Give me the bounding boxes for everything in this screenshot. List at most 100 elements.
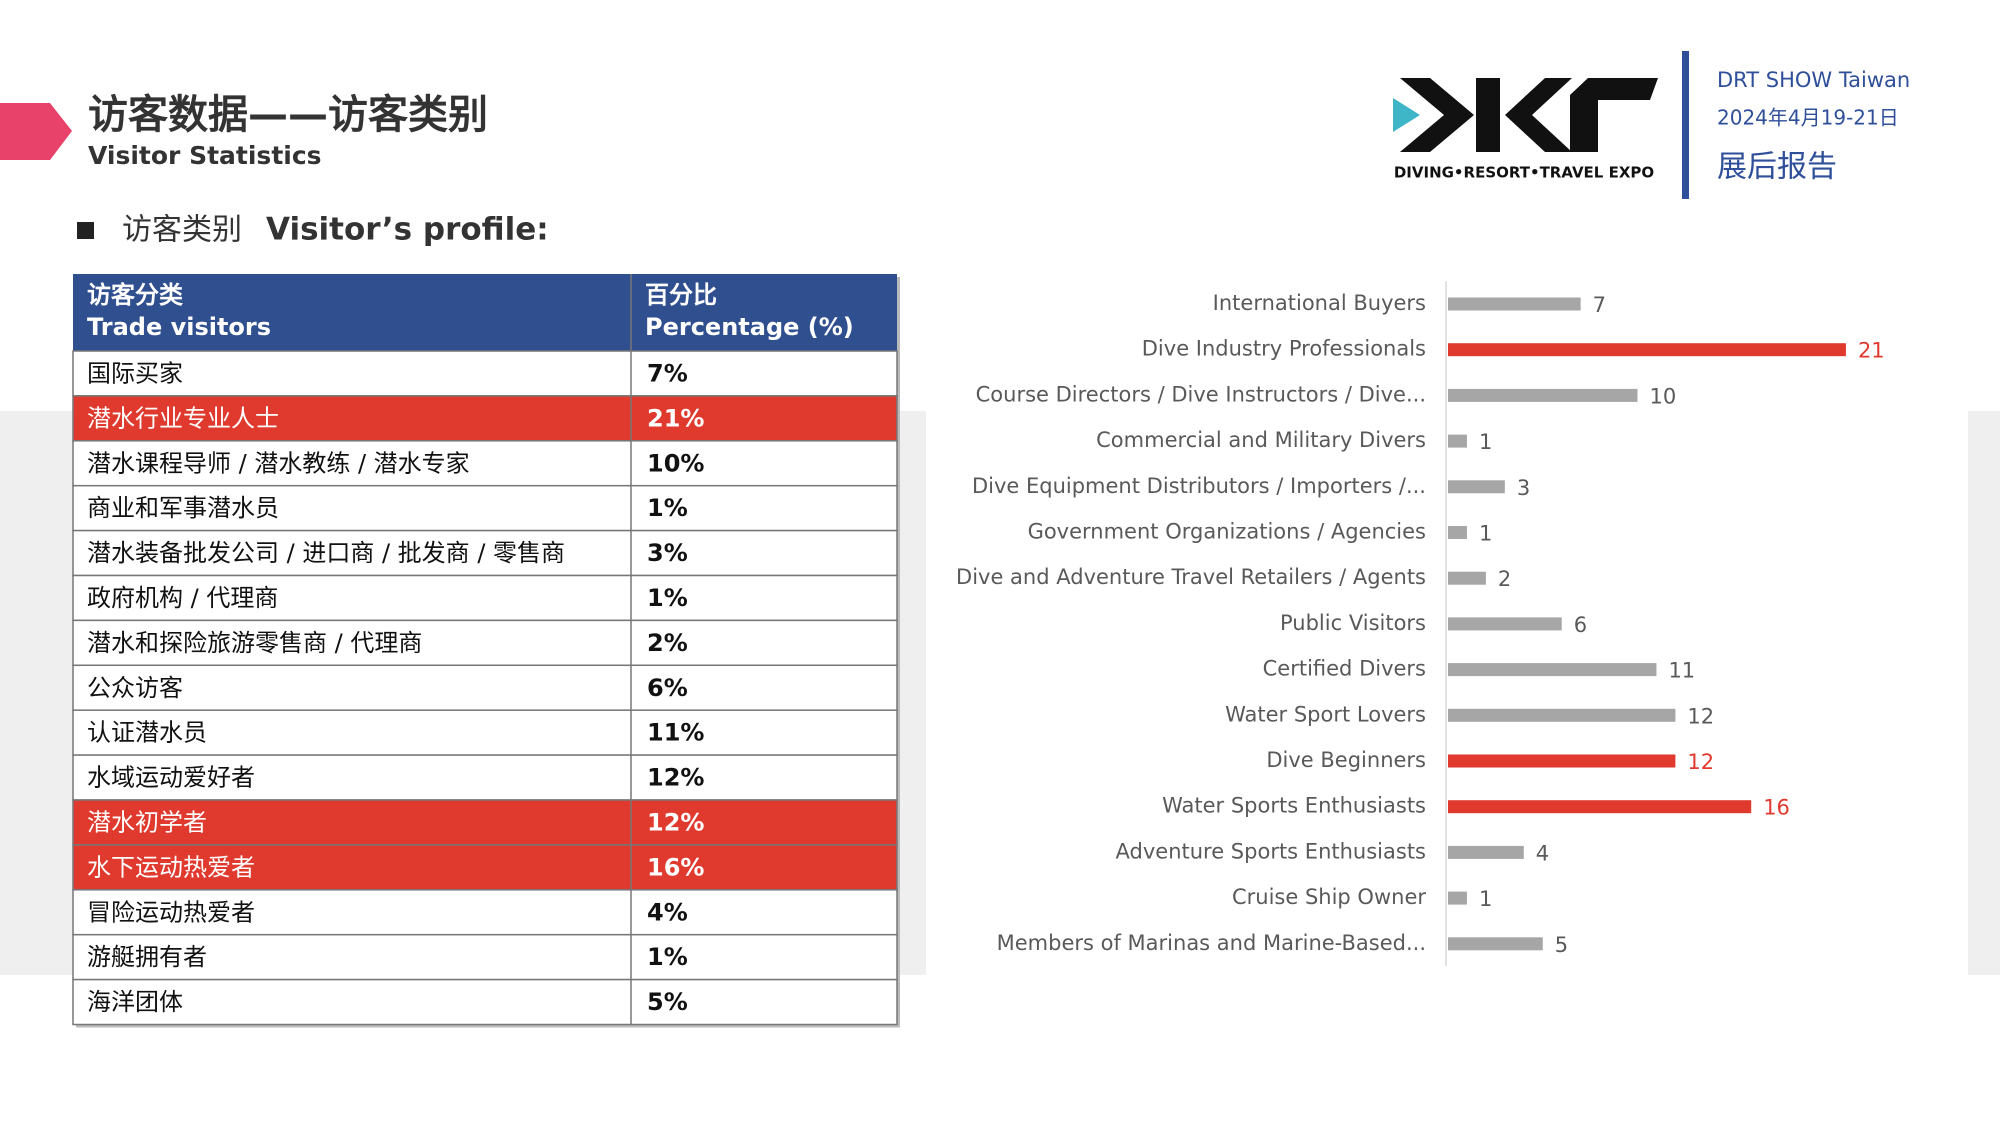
table-row (72, 395, 898, 442)
table-cell: 国际买家 (87, 359, 183, 387)
table-cell: 1% (647, 584, 688, 612)
value-label: 2 (1498, 567, 1511, 591)
logo-r (1570, 78, 1658, 152)
table-row (72, 933, 898, 981)
title: 访客数据——访客类别 (88, 92, 488, 138)
table-cell: 12% (647, 764, 704, 792)
header-cell: Percentage (%) (645, 313, 854, 341)
table-row (72, 709, 898, 756)
bar (1448, 800, 1752, 814)
bar (1448, 343, 1846, 357)
value-label: 3 (1517, 476, 1530, 500)
category-label: Dive Beginners (1266, 748, 1426, 772)
header-cell: 访客分类 (87, 281, 184, 309)
subtitle: Visitor Statistics (88, 141, 322, 170)
value-label: 7 (1593, 293, 1606, 317)
table-cell: 7% (647, 359, 688, 387)
bar (1448, 937, 1543, 951)
table-cell: 政府机构 / 代理商 (87, 584, 278, 612)
logo: DIVING•RESORT•TRAVEL EXPO (1393, 78, 1658, 182)
table-cell: 4% (647, 898, 688, 926)
chart-panel (926, 411, 1968, 975)
category-label: Public Visitors (1280, 611, 1426, 635)
logo-k1 (1476, 78, 1500, 152)
bullet (77, 222, 94, 239)
category-label: International Buyers (1213, 291, 1426, 315)
section-title-zh: 访客类别 (122, 213, 242, 248)
table-cell: 10% (647, 449, 704, 477)
logo-d (1400, 78, 1474, 152)
category-label: Course Directors / Dive Instructors / Di… (976, 382, 1426, 406)
bar (1448, 617, 1562, 631)
value-label: 1 (1479, 522, 1492, 546)
bar-chart: International Buyers 7 Dive Industry Profe… (956, 281, 1885, 966)
value-label: 12 (1687, 750, 1714, 774)
table-cell: 潜水初学者 (87, 808, 207, 836)
table-cell: 潜水装备批发公司 / 进口商 / 批发商 / 零售商 (87, 539, 565, 567)
bar (1448, 434, 1467, 448)
category-label: Adventure Sports Enthusiasts (1116, 839, 1426, 863)
table-cell: 6% (647, 674, 688, 702)
logo-triangle (1393, 98, 1420, 132)
table-header (73, 274, 897, 351)
bar (1448, 388, 1638, 402)
title-arrow (0, 103, 72, 160)
category-label: Dive and Adventure Travel Retailers / Ag… (956, 565, 1426, 589)
table-cell: 12% (647, 808, 704, 836)
value-label: 21 (1858, 339, 1885, 363)
header-cell: Trade visitors (87, 313, 271, 341)
table-row (72, 529, 898, 577)
table-cell: 2% (647, 629, 688, 657)
bar (1448, 297, 1581, 311)
value-label: 1 (1479, 430, 1492, 454)
table-cell: 21% (647, 404, 704, 432)
table-row (72, 754, 898, 801)
header-cell: 百分比 (645, 281, 717, 309)
table-row (72, 799, 898, 846)
table-cell: 公众访客 (87, 674, 183, 702)
table-cell: 3% (647, 539, 688, 567)
bar (1448, 754, 1676, 768)
table-row (72, 664, 898, 711)
divider (1682, 51, 1689, 199)
value-label: 4 (1536, 841, 1549, 865)
table-cell: 游艇拥有者 (87, 943, 207, 971)
category-label: Cruise Ship Owner (1232, 885, 1426, 909)
table-cell: 潜水行业专业人士 (87, 404, 279, 432)
table-cell: 水域运动爱好者 (87, 764, 255, 792)
bar (1448, 526, 1467, 539)
category-label: Dive Equipment Distributors / Importers … (972, 474, 1426, 498)
category-label: Members of Marinas and Marine-Based... (997, 931, 1426, 955)
table: 访客分类 Trade visitors 百分比 Percentage (%) 国际买家 7… (72, 274, 900, 1028)
table-row (72, 574, 898, 622)
table-cell: 5% (647, 988, 688, 1016)
table-cell: 16% (647, 853, 704, 881)
logo-k2 (1505, 78, 1572, 152)
category-label: Certified Divers (1263, 657, 1426, 681)
bar (1448, 708, 1676, 722)
category-label: Commercial and Military Divers (1096, 428, 1426, 452)
value-label: 10 (1650, 384, 1677, 408)
value-label: 6 (1574, 613, 1587, 637)
category-label: Water Sport Lovers (1225, 702, 1426, 726)
report: 展后报告 (1717, 150, 1837, 185)
table-cell: 11% (647, 719, 704, 747)
date: 2024年4月19-21日 (1717, 106, 1899, 130)
value-label: 1 (1479, 887, 1492, 911)
value-label: 11 (1668, 659, 1695, 683)
table-cell: 海洋团体 (87, 988, 183, 1016)
table-cell: 认证潜水员 (87, 719, 207, 747)
logo-tagline: DIVING•RESORT•TRAVEL EXPO (1394, 164, 1654, 182)
category-label: Water Sports Enthusiasts (1162, 794, 1426, 818)
table-cell: 潜水和探险旅游零售商 / 代理商 (87, 629, 422, 657)
table-cell: 水下运动热爱者 (87, 853, 255, 881)
bar (1448, 571, 1486, 585)
value-label: 16 (1763, 796, 1790, 820)
table-cell: 1% (647, 494, 688, 522)
event: DRT SHOW Taiwan (1717, 68, 1910, 92)
table-row (72, 350, 898, 397)
bar (1448, 845, 1524, 859)
table-row (72, 844, 898, 891)
category-label: Government Organizations / Agencies (1028, 520, 1426, 544)
